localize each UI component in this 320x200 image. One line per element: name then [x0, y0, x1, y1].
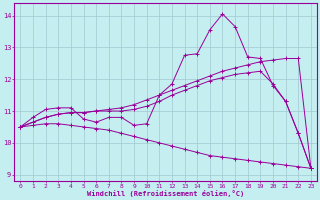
X-axis label: Windchill (Refroidissement éolien,°C): Windchill (Refroidissement éolien,°C): [87, 190, 244, 197]
